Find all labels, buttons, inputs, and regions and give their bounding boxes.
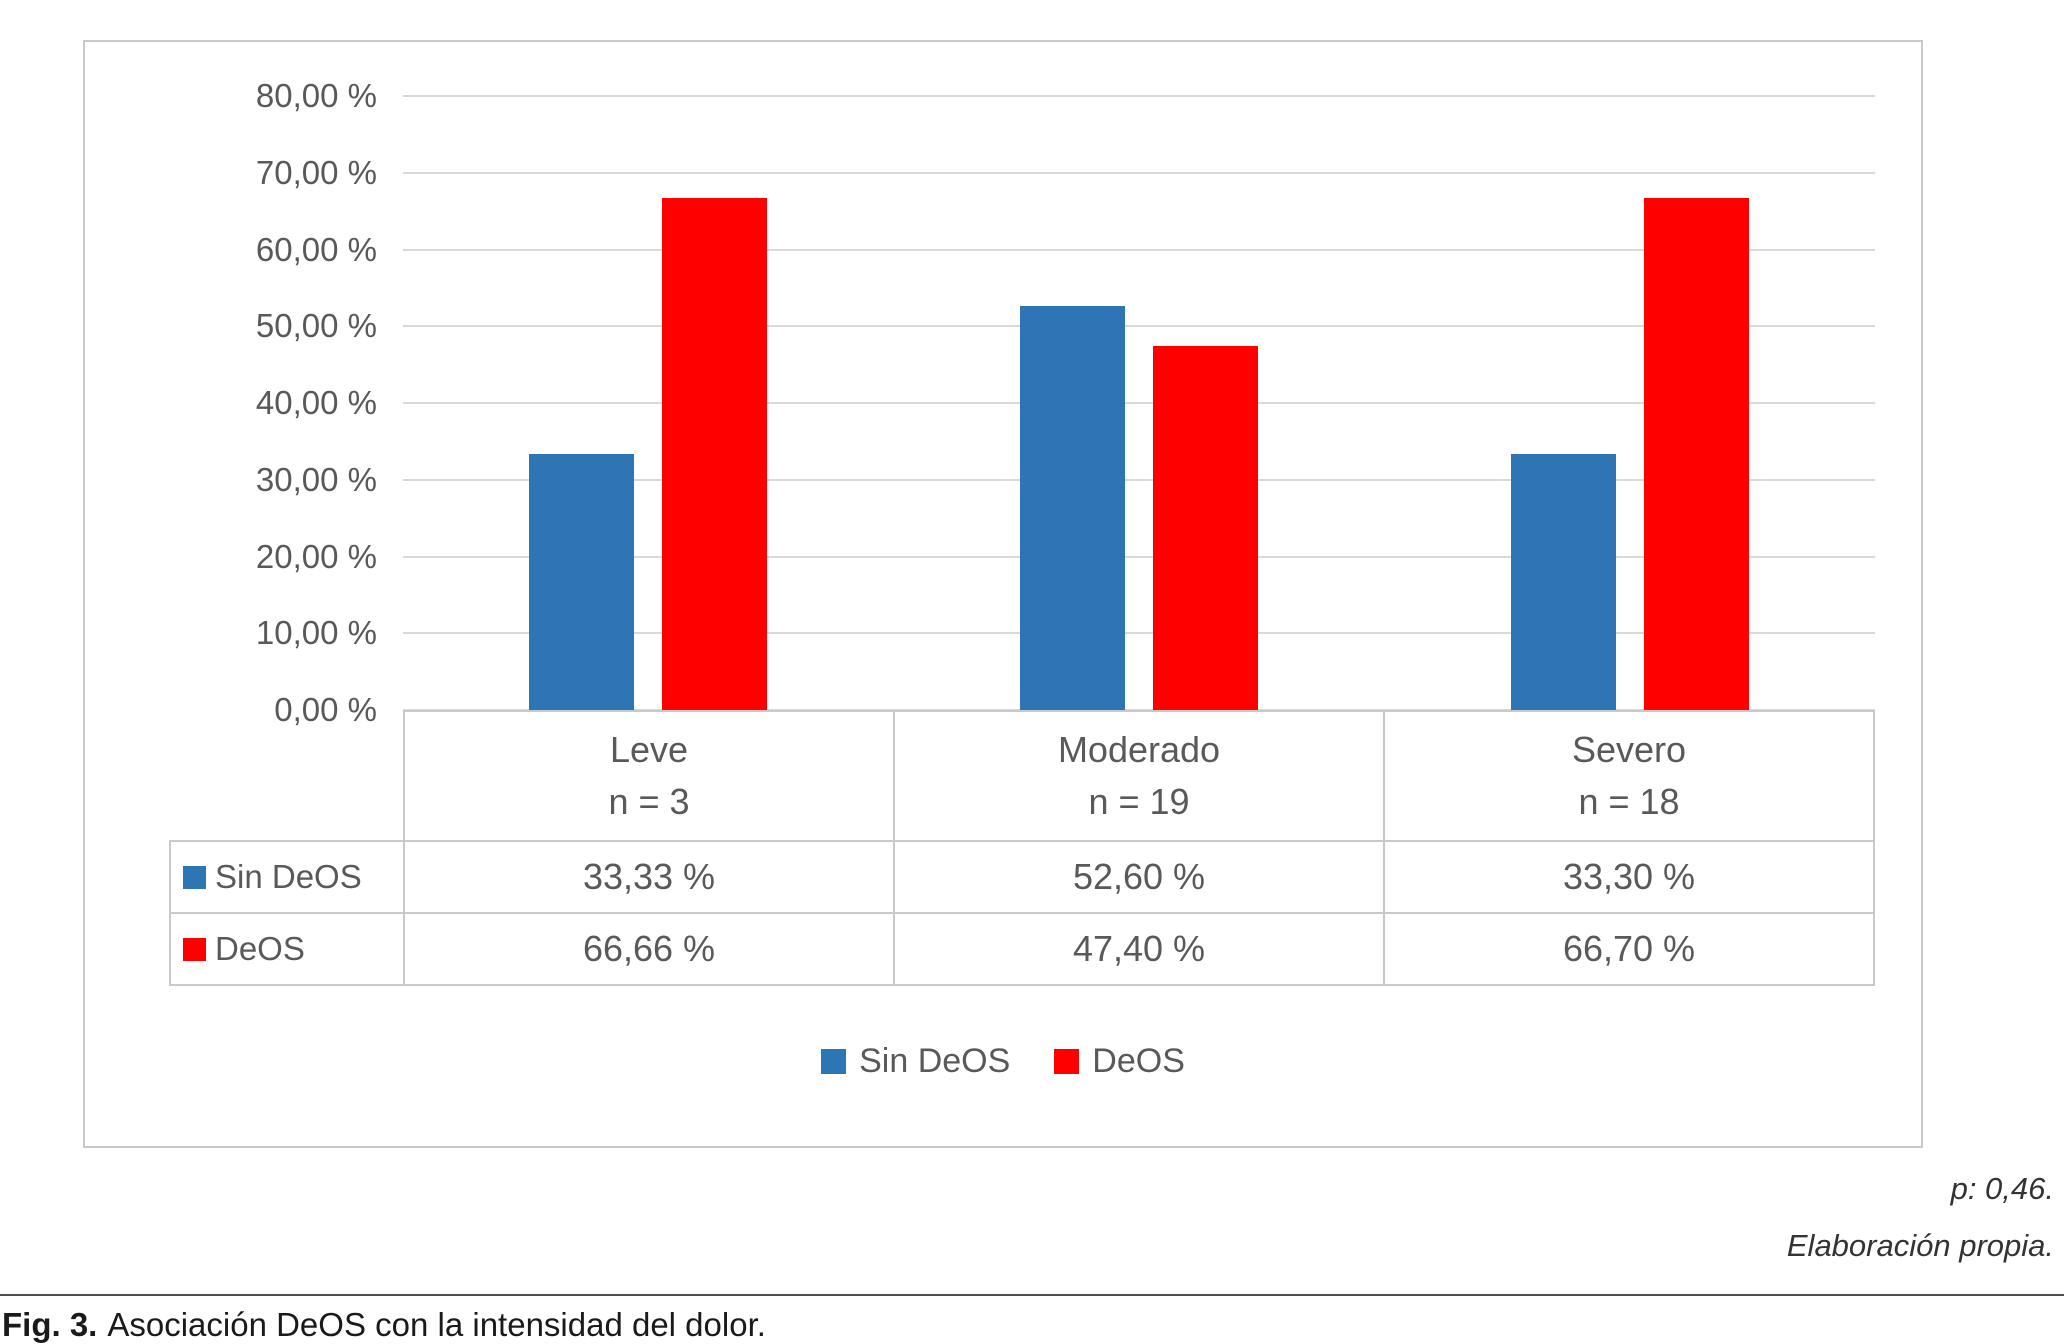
y-tick-label: 80,00 % [255, 77, 377, 114]
legend-swatch-icon [821, 1049, 847, 1074]
legend-item-deos: DeOS [1054, 1042, 1185, 1081]
y-tick-label: 60,00 % [255, 230, 377, 268]
category-header-moderado: Moderado n = 19 [893, 709, 1385, 843]
y-tick-label: 20,00 % [255, 537, 377, 575]
plot-area [403, 95, 1875, 711]
bar-sin-deos-severo [1510, 454, 1616, 710]
figure-caption: Fig. 3. Asociación DeOS con la intensidad… [2, 1306, 766, 1344]
table-corner-blank [170, 711, 404, 841]
caption-divider [0, 1294, 2064, 1296]
category-n-label: n = 18 [1578, 781, 1680, 823]
chart-legend: Sin DeOS DeOS [85, 1042, 1921, 1081]
bar-group-moderado [894, 96, 1385, 710]
series-swatch-icon [183, 866, 206, 890]
table-row-sin-deos: Sin DeOS 33,33 % 52,60 % 33,30 % [169, 840, 1875, 915]
series-row-label: DeOS [169, 912, 405, 987]
category-header-severo: Severo n = 18 [1383, 709, 1875, 843]
table-value-cell: 66,66 % [403, 912, 895, 987]
category-n-label: n = 3 [608, 781, 690, 823]
table-value-cell: 47,40 % [893, 912, 1385, 987]
legend-item-sin-deos: Sin DeOS [821, 1042, 1010, 1081]
figure-label: Fig. 3. [2, 1306, 98, 1343]
category-label: Moderado [1057, 729, 1221, 770]
y-tick-label: 30,00 % [255, 460, 377, 498]
legend-label: Sin DeOS [859, 1042, 1011, 1080]
category-n-label: n = 19 [1088, 781, 1190, 823]
figure-notes: p: 0,46. Elaboración propia. [1787, 1160, 2054, 1275]
gridline [403, 95, 1875, 97]
bar-deos-moderado [1153, 346, 1258, 710]
bar-group-severo [1384, 96, 1875, 710]
y-tick-label: 0,00 % [274, 691, 377, 728]
table-value-cell: 33,30 % [1383, 840, 1875, 915]
category-label: Severo [1571, 729, 1687, 770]
bar-deos-severo [1643, 198, 1749, 710]
category-header-leve: Leve n = 3 [403, 709, 895, 843]
bar-deos-leve [662, 198, 768, 710]
bar-sin-deos-leve [529, 454, 635, 710]
legend-label: DeOS [1092, 1042, 1185, 1080]
y-tick-label: 70,00 % [255, 153, 377, 191]
bar-chart-frame: 0,00 % 10,00 % 20,00 % 30,00 % 40,00 % 50,00 … [83, 40, 1923, 1148]
bar-groups [403, 96, 1875, 710]
y-axis: 0,00 % 10,00 % 20,00 % 30,00 % 40,00 % 50,00 … [85, 77, 403, 728]
gridline [403, 632, 1875, 635]
gridline [403, 402, 1875, 404]
chart-data-table: Leve n = 3 Moderado n = 19 Severo n = 18 Sin D… [169, 709, 1875, 987]
gridline [403, 325, 1875, 328]
series-swatch-icon [183, 938, 206, 962]
series-row-label: Sin DeOS [169, 840, 405, 915]
gridline [403, 478, 1875, 481]
bar-group-leve [403, 96, 894, 710]
y-tick-label: 50,00 % [255, 307, 377, 345]
gridline [403, 248, 1875, 251]
y-tick-label: 40,00 % [255, 384, 377, 421]
caption-text: Asociación DeOS con la intensidad del do… [107, 1306, 766, 1343]
category-label: Leve [609, 729, 689, 770]
table-value-cell: 33,33 % [403, 840, 895, 915]
p-value-note: p: 0,46. [1950, 1171, 2054, 1206]
gridline [403, 709, 1875, 711]
gridline [403, 171, 1875, 174]
y-tick-label: 10,00 % [255, 614, 377, 652]
table-value-cell: 66,70 % [1383, 912, 1875, 987]
source-note: Elaboración propia. [1786, 1228, 2054, 1264]
legend-swatch-icon [1054, 1049, 1080, 1074]
plot-row: 0,00 % 10,00 % 20,00 % 30,00 % 40,00 % 50,00 … [85, 77, 1875, 728]
bar-sin-deos-moderado [1020, 306, 1125, 710]
table-row-deos: DeOS 66,66 % 47,40 % 66,70 % [169, 912, 1875, 987]
gridline [403, 555, 1875, 558]
table-value-cell: 52,60 % [893, 840, 1385, 915]
